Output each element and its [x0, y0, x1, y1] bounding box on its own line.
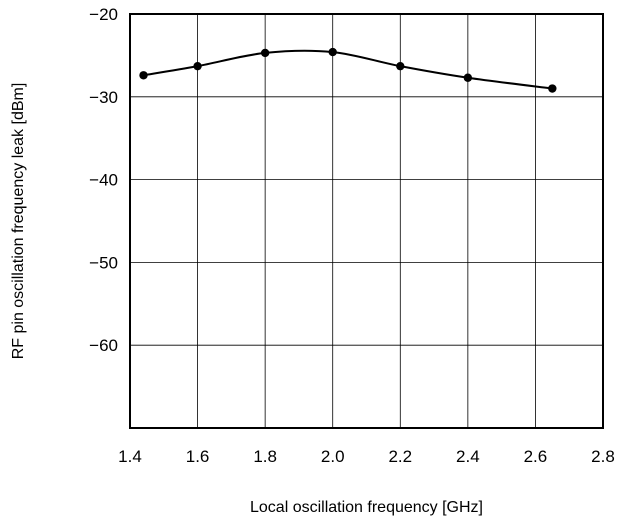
y-tick-label: −20 [89, 5, 118, 24]
grid [130, 14, 603, 428]
data-point [260, 48, 270, 58]
x-tick-labels: 1.4 1.6 1.8 2.0 2.2 2.4 2.6 2.8 [118, 447, 615, 466]
data-point [328, 47, 337, 57]
x-tick-label: 1.4 [118, 447, 142, 466]
x-tick-label: 2.4 [456, 447, 480, 466]
y-tick-labels: −20 −30 −40 −50 −60 [89, 5, 118, 355]
data-point [193, 61, 202, 71]
series-line [143, 49, 553, 90]
data-point [396, 61, 405, 71]
data-point [139, 71, 148, 80]
x-tick-label: 1.8 [253, 447, 277, 466]
x-tick-label: 1.6 [186, 447, 210, 466]
y-tick-label: −60 [89, 336, 118, 355]
x-tick-label: 2.6 [524, 447, 548, 466]
y-tick-label: −30 [89, 88, 118, 107]
x-axis-label: Local oscillation frequency [GHz] [250, 499, 483, 516]
y-tick-label: −50 [89, 253, 118, 272]
y-tick-label: −40 [89, 171, 118, 190]
x-tick-label: 2.8 [591, 447, 615, 466]
data-point [548, 84, 557, 93]
data-point [463, 73, 473, 82]
x-tick-label: 2.2 [388, 447, 412, 466]
x-tick-label: 2.0 [321, 447, 345, 466]
y-axis-label: RF pin oscillation frequency leak [dBm] [10, 83, 27, 360]
data-points [139, 47, 557, 93]
plot-frame [129, 13, 604, 429]
